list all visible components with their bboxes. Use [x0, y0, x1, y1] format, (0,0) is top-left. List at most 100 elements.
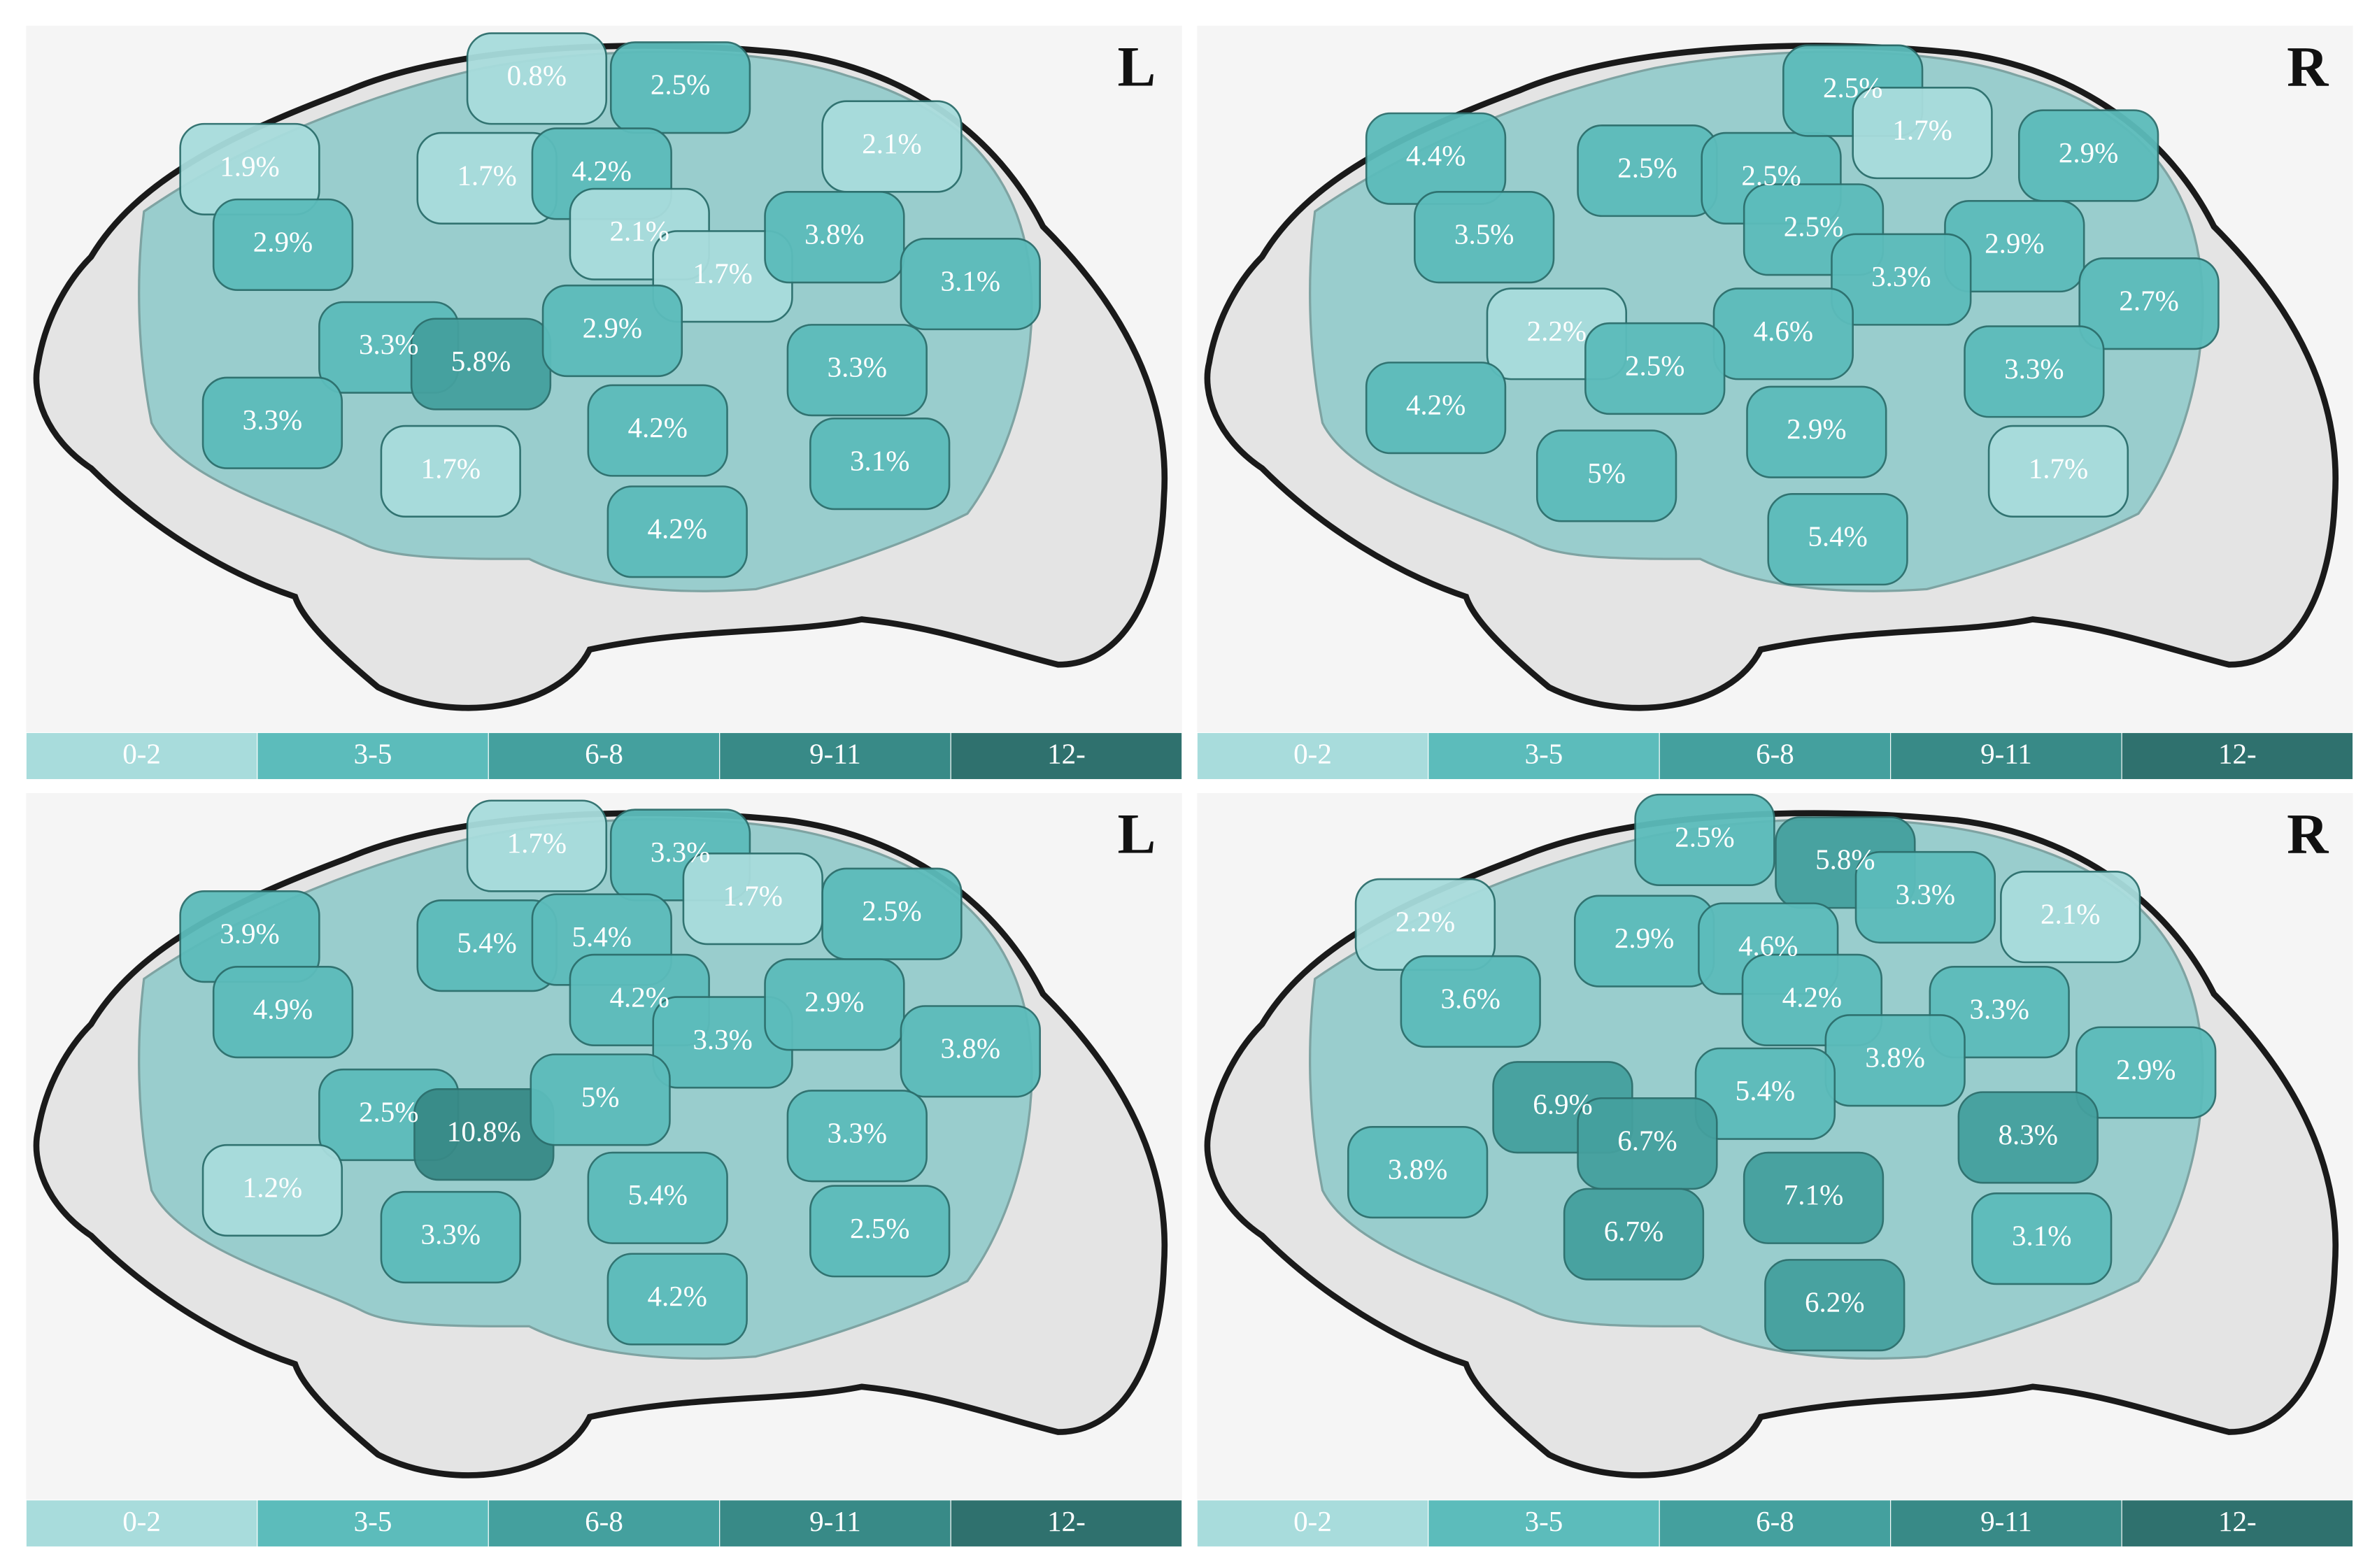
legend-label: 6-8: [585, 738, 623, 770]
region-label: 3.3%: [828, 351, 887, 383]
brain-region: [587, 384, 728, 477]
region-label: 2.1%: [2041, 897, 2100, 929]
hemisphere-label: L: [1118, 802, 1156, 866]
brain-region: [530, 1053, 671, 1146]
region-label: 2.2%: [1527, 315, 1587, 347]
legend-label: 0-2: [122, 1505, 161, 1537]
brain-region: [821, 867, 963, 960]
legend-label: 9-11: [1980, 738, 2032, 770]
brain-region: [764, 191, 905, 284]
brain-panel: 2.5% 5.8% 3.3% 2.2% 2.1% 2.9% 4.6% 3.6% 4.2% 3.3%…: [1196, 792, 2354, 1548]
brain-region: [1694, 1047, 1836, 1140]
brain-region: [1400, 955, 1541, 1048]
region-label: 2.5%: [359, 1095, 418, 1127]
brain-region: [606, 1253, 748, 1346]
region-label: 5%: [581, 1081, 620, 1113]
region-label: 4.2%: [648, 513, 707, 545]
region-label: 4.2%: [1406, 389, 1466, 421]
region-label: 1.7%: [723, 880, 783, 912]
region-label: 1.7%: [507, 827, 567, 859]
legend-label: 6-8: [1756, 1505, 1794, 1537]
region-label: 5.4%: [627, 1178, 687, 1211]
region-label: 2.9%: [1615, 922, 1674, 954]
region-label: 4.2%: [1782, 981, 1842, 1013]
brain-region: [2000, 870, 2141, 964]
region-label: 3.3%: [693, 1023, 752, 1055]
region-label: 5.4%: [1736, 1074, 1795, 1106]
brain-region: [380, 425, 521, 518]
region-label: 3.3%: [2004, 352, 2064, 385]
legend-swatch: [1659, 732, 1892, 781]
legend-label: 6-8: [585, 1505, 623, 1537]
legend-swatch: [719, 1499, 951, 1548]
legend-swatch: [25, 732, 258, 781]
region-label: 2.5%: [1823, 71, 1882, 104]
legend-label: 12-: [1047, 1505, 1086, 1537]
legend-label: 6-8: [1756, 738, 1794, 770]
brain-region: [212, 198, 354, 292]
region-label: 6.7%: [1604, 1215, 1663, 1247]
region-label: 5.8%: [451, 345, 511, 377]
region-label: 3.1%: [2012, 1220, 2071, 1252]
legend-label: 12-: [2218, 1505, 2257, 1537]
region-label: 3.3%: [651, 836, 710, 868]
region-label: 2.5%: [1741, 159, 1801, 191]
brain-region: [1852, 86, 1993, 180]
hemisphere-label: R: [2287, 35, 2329, 99]
region-label: 2.5%: [1625, 349, 1684, 381]
legend-label: 12-: [1047, 738, 1086, 770]
legend-label: 3-5: [354, 738, 392, 770]
hemisphere-label: R: [2287, 802, 2329, 866]
legend-swatch: [1196, 1499, 1429, 1548]
region-label: 1.2%: [243, 1171, 302, 1203]
region-label: 3.3%: [1969, 993, 2029, 1025]
legend-label: 12-: [2218, 738, 2257, 770]
legend-swatch: [2121, 732, 2354, 781]
brain-region: [380, 1190, 521, 1284]
region-label: 2.9%: [804, 985, 864, 1018]
legend-swatch: [950, 1499, 1183, 1548]
brain-region: [2075, 1026, 2217, 1119]
region-label: 2.5%: [651, 69, 710, 101]
region-label: 5.4%: [1808, 520, 1867, 553]
brain-panel: 1.7% 3.3% 1.7% 3.9% 5.4% 5.4% 2.5% 4.9% 4.2% 3.3%…: [25, 792, 1183, 1548]
brain-region: [587, 1151, 728, 1244]
region-label: 2.5%: [1784, 211, 1843, 243]
region-label: 2.1%: [610, 215, 669, 247]
brain-region: [1414, 191, 1555, 284]
region-label: 1.7%: [421, 452, 481, 484]
legend-label: 9-11: [809, 738, 861, 770]
region-label: 6.9%: [1533, 1088, 1592, 1120]
brain-region: [1347, 1126, 1489, 1219]
region-label: 3.3%: [421, 1218, 481, 1250]
brain-region: [466, 32, 608, 125]
brain-region: [606, 485, 748, 578]
region-label: 2.9%: [2116, 1053, 2176, 1085]
region-label: 1.9%: [220, 150, 279, 182]
region-label: 3.3%: [359, 328, 418, 360]
legend-label: 0-2: [122, 738, 161, 770]
brain-region: [1964, 325, 2105, 418]
brain-panel: 0.8% 2.5% 1.9% 1.7% 4.2% 2.1% 2.9% 2.1% 1.7% 3.8%…: [25, 25, 1183, 781]
region-label: 1.7%: [693, 257, 752, 290]
region-label: 7.1%: [1784, 1178, 1843, 1211]
region-label: 1.7%: [2029, 452, 2088, 484]
region-label: 2.9%: [1985, 227, 2044, 259]
legend-label: 3-5: [1525, 738, 1563, 770]
brain-region: [900, 1005, 1041, 1098]
brain-region: [1634, 793, 1775, 887]
brain-region: [1987, 425, 2129, 518]
region-label: 5.8%: [1815, 843, 1875, 876]
brain-region: [1854, 850, 1996, 944]
region-label: 4.4%: [1406, 139, 1466, 171]
region-label: 3.6%: [1441, 982, 1500, 1014]
legend-swatch: [257, 732, 489, 781]
brain-region: [786, 324, 928, 417]
brain-region: [466, 799, 608, 892]
region-label: 8.3%: [1999, 1118, 2058, 1150]
region-label: 1.7%: [1892, 113, 1952, 145]
region-label: 0.8%: [507, 59, 567, 92]
brain-region: [764, 958, 905, 1051]
